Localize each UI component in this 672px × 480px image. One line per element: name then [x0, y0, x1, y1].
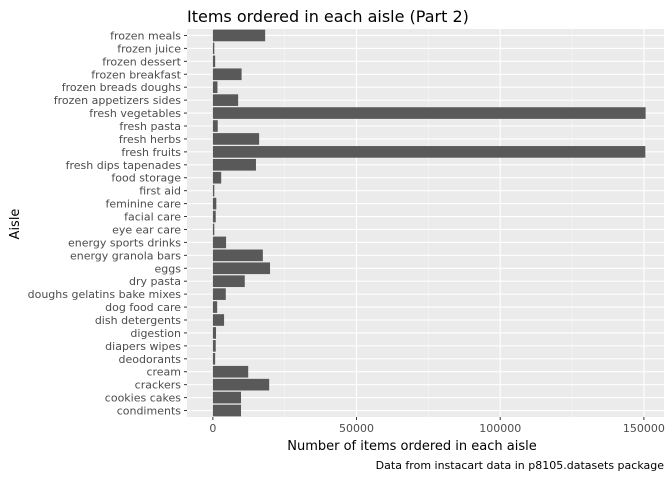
bar	[212, 171, 222, 184]
y-tick-label: condiments	[117, 405, 182, 418]
bar	[212, 301, 218, 313]
y-tick-label: diapers wipes	[105, 340, 181, 353]
y-tick-label: facial care	[124, 211, 181, 224]
bar	[212, 68, 242, 81]
y-tick-label: fresh pasta	[119, 120, 181, 133]
bar	[212, 158, 256, 171]
bar	[212, 378, 270, 391]
bar	[212, 133, 260, 145]
bar	[212, 327, 217, 339]
bar	[212, 314, 225, 326]
y-tick-label: dish detergents	[95, 314, 181, 327]
y-tick-label: fresh fruits	[121, 146, 181, 159]
bar	[212, 288, 226, 300]
bar	[212, 340, 216, 352]
bar	[212, 249, 263, 262]
y-tick-label: frozen meals	[110, 29, 181, 42]
chart-title: Items ordered in each aisle (Part 2)	[187, 7, 469, 26]
x-tick-label: 150000	[623, 422, 665, 435]
y-tick-label: frozen appetizers sides	[54, 94, 182, 107]
bar	[212, 223, 215, 236]
major-gridlines	[187, 29, 664, 417]
y-tick-label: fresh dips tapenades	[66, 159, 182, 172]
y-tick-label: first aid	[139, 185, 181, 198]
y-tick-label: eggs	[155, 262, 182, 275]
bar	[212, 275, 245, 288]
x-tick-label: 0	[209, 422, 216, 435]
plot-panel	[187, 29, 664, 417]
y-tick-label: deodorants	[119, 353, 182, 366]
y-tick-label: frozen dessert	[102, 55, 181, 68]
y-tick-label: eye ear care	[112, 223, 181, 236]
y-tick-label: fresh vegetables	[89, 107, 181, 120]
bar	[212, 146, 646, 158]
bar	[212, 365, 249, 378]
bar	[212, 404, 242, 417]
bar	[212, 262, 271, 275]
y-tick-label: cookies cakes	[105, 392, 181, 405]
bar	[212, 210, 216, 223]
bar	[212, 55, 216, 68]
x-axis-title: Number of items ordered in each aisle	[287, 439, 536, 454]
bar	[212, 94, 239, 106]
x-tick-label: 50000	[339, 422, 374, 435]
bar	[212, 236, 227, 249]
x-tick-label: 100000	[479, 422, 521, 435]
bar	[212, 29, 266, 42]
bar	[212, 120, 218, 132]
y-tick-label: energy sports drinks	[68, 236, 181, 249]
y-tick-label: frozen juice	[117, 42, 181, 55]
bar	[212, 184, 215, 197]
y-tick-label: crackers	[135, 379, 182, 392]
y-axis-title: Aisle	[8, 209, 23, 240]
bar	[212, 391, 242, 404]
y-tick-label: cream	[146, 366, 181, 379]
bar	[212, 352, 216, 365]
bars	[212, 29, 646, 417]
y-tick-label: dry pasta	[129, 275, 181, 288]
bar	[212, 81, 218, 94]
y-tick-label: dog food care	[105, 301, 181, 314]
bar	[212, 42, 215, 55]
bar	[212, 197, 217, 210]
y-tick-label: frozen breads doughs	[62, 81, 182, 94]
y-tick-label: food storage	[111, 172, 181, 185]
bar	[212, 107, 646, 119]
y-tick-label: energy granola bars	[70, 249, 181, 262]
y-tick-label: feminine care	[105, 198, 181, 211]
y-tick-label: frozen breakfast	[91, 68, 181, 81]
y-tick-label: fresh herbs	[119, 133, 181, 146]
minor-gridlines	[284, 29, 573, 417]
y-tick-label: doughs gelatins bake mixes	[28, 288, 182, 301]
y-tick-label: digestion	[130, 327, 181, 340]
chart-caption: Data from instacart data in p8105.datase…	[376, 459, 665, 472]
x-axis: 0 50000 100000 150000	[209, 417, 665, 435]
